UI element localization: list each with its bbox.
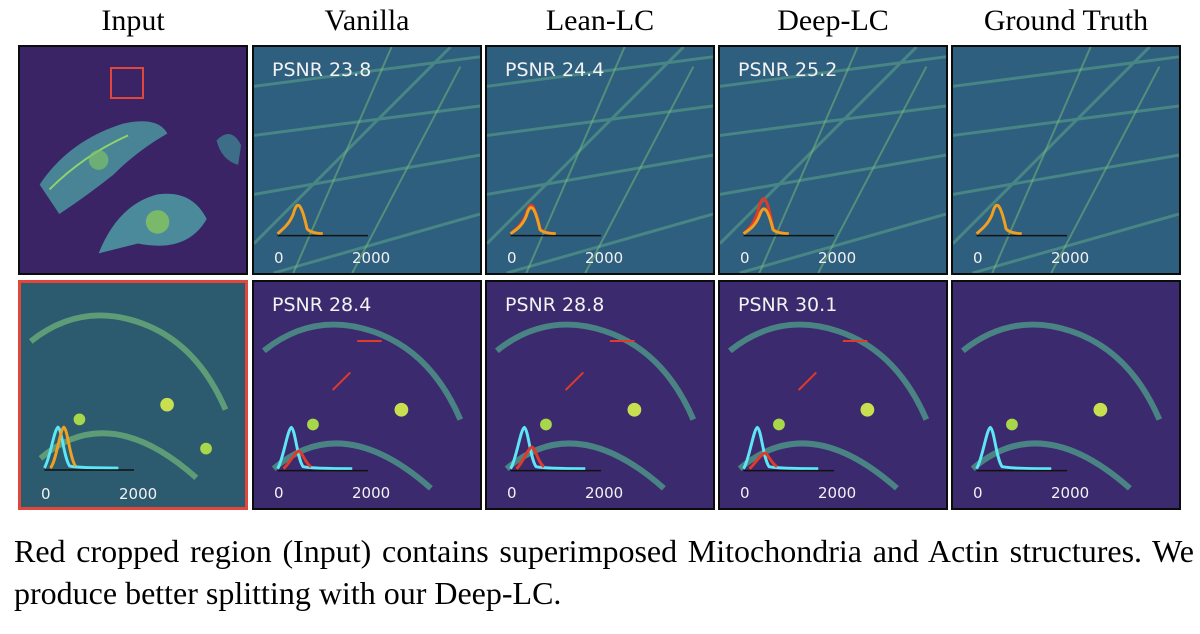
hist-tick-end: 2000 xyxy=(585,249,624,267)
actin-image xyxy=(487,47,713,273)
hist-tick-start: 0 xyxy=(973,484,983,502)
hist-tick-end: 2000 xyxy=(818,249,857,267)
hist-tick-start: 0 xyxy=(274,249,284,267)
column-title-deep-lc: Deep-LC xyxy=(777,4,889,37)
cell-image xyxy=(39,121,242,254)
crop-highlight-box xyxy=(110,67,144,99)
column-title-input: Input xyxy=(101,4,165,37)
panel-input-full xyxy=(18,45,248,275)
panel-vanilla-row1: PSNR 23.8 0 2000 xyxy=(252,45,482,275)
psnr-label: PSNR 24.4 xyxy=(505,59,605,81)
panel-ground-truth-row2: 0 2000 xyxy=(951,280,1181,510)
mito-image xyxy=(21,283,245,507)
column-title-lean-lc: Lean-LC xyxy=(545,4,655,37)
hist-tick-start: 0 xyxy=(41,485,51,503)
hist-tick-start: 0 xyxy=(507,249,517,267)
panel-lean-lc-row2: PSNR 28.8 0 2000 xyxy=(485,280,715,510)
hist-tick-end: 2000 xyxy=(585,484,624,502)
mito-image xyxy=(487,282,713,508)
actin-image xyxy=(720,47,946,273)
hist-tick-start: 0 xyxy=(973,249,983,267)
psnr-label: PSNR 28.8 xyxy=(505,294,605,316)
hist-tick-end: 2000 xyxy=(1051,484,1090,502)
hist-tick-start: 0 xyxy=(740,249,750,267)
figure-caption: Red cropped region (Input) contains supe… xyxy=(14,533,1194,611)
psnr-label: PSNR 28.4 xyxy=(272,294,372,316)
mito-image xyxy=(720,282,946,508)
column-title-ground-truth: Ground Truth xyxy=(983,4,1149,37)
panel-deep-lc-row2: PSNR 30.1 0 2000 xyxy=(718,280,948,510)
psnr-label: PSNR 23.8 xyxy=(272,59,372,81)
hist-tick-end: 2000 xyxy=(1051,249,1090,267)
hist-tick-start: 0 xyxy=(507,484,517,502)
actin-image xyxy=(953,47,1179,273)
panel-input-crop: 0 2000 xyxy=(18,280,248,510)
panel-ground-truth-row1: 0 2000 xyxy=(951,45,1181,275)
psnr-label: PSNR 25.2 xyxy=(738,59,838,81)
column-title-vanilla: Vanilla xyxy=(324,4,410,37)
panel-deep-lc-row1: PSNR 25.2 0 2000 xyxy=(718,45,948,275)
panel-lean-lc-row1: PSNR 24.4 0 2000 xyxy=(485,45,715,275)
hist-tick-start: 0 xyxy=(274,484,284,502)
mito-image xyxy=(953,282,1179,508)
mito-image xyxy=(254,282,480,508)
hist-tick-end: 2000 xyxy=(352,249,391,267)
hist-tick-end: 2000 xyxy=(119,485,158,503)
psnr-label: PSNR 30.1 xyxy=(738,294,838,316)
hist-tick-end: 2000 xyxy=(818,484,857,502)
actin-image xyxy=(254,47,480,273)
panel-vanilla-row2: PSNR 28.4 0 2000 xyxy=(252,280,482,510)
hist-tick-end: 2000 xyxy=(352,484,391,502)
hist-tick-start: 0 xyxy=(740,484,750,502)
